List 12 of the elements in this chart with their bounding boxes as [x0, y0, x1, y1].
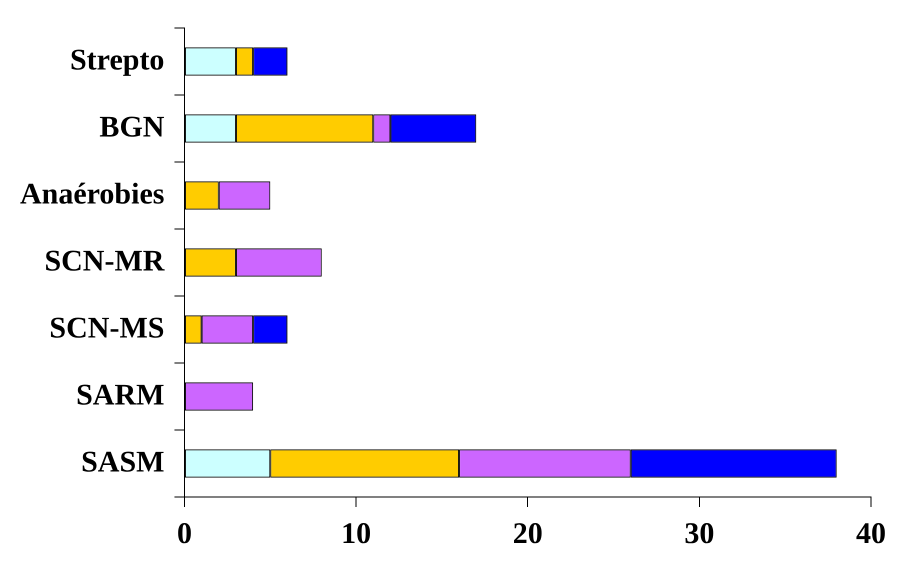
y-tick-label: SCN-MS — [49, 311, 164, 344]
x-tick-label: 30 — [684, 516, 714, 550]
y-tick-label: SCN-MR — [44, 244, 165, 278]
y-tick-label: Strepto — [70, 43, 164, 76]
x-tick-label: 40 — [856, 516, 886, 550]
y-tick-label: Anaérobies — [20, 177, 164, 210]
x-tick-label: 10 — [341, 516, 372, 550]
y-tick-label: SASM — [81, 445, 164, 478]
x-tick-label: 0 — [176, 516, 192, 550]
x-tick-label: 20 — [512, 516, 543, 550]
y-tick-label: SARM — [76, 378, 164, 412]
y-tick-label: BGN — [99, 110, 165, 144]
